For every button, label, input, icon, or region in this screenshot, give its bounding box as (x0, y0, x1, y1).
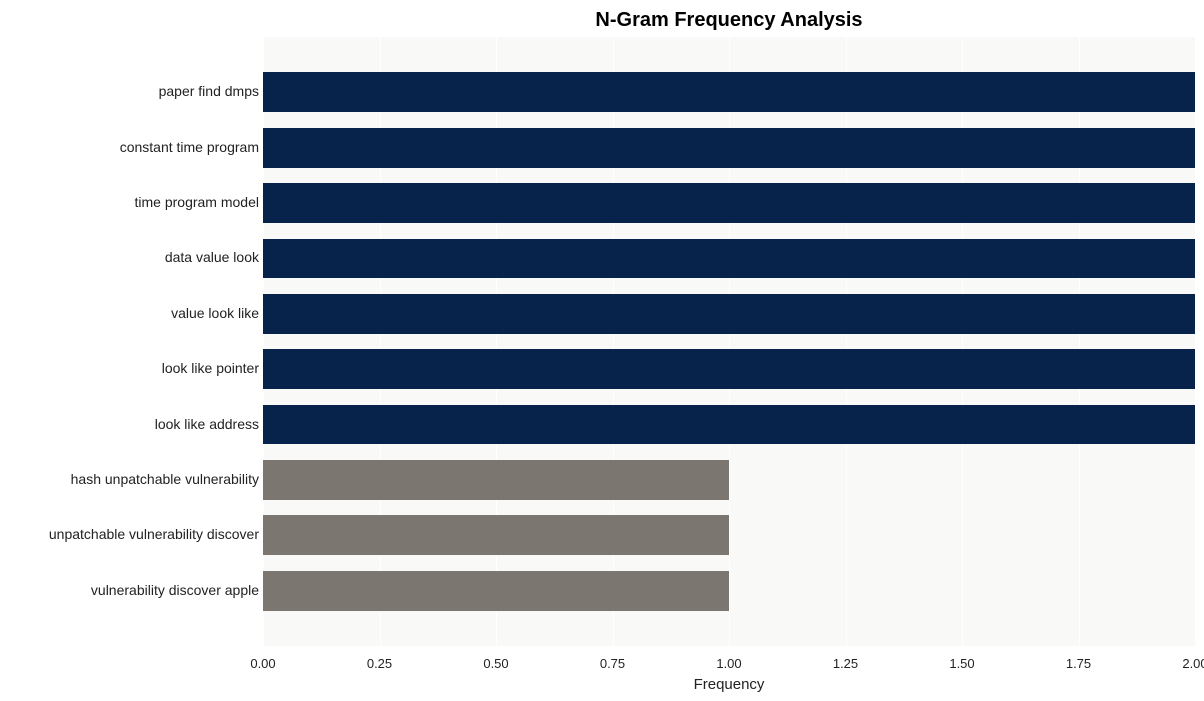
bar (263, 571, 729, 611)
bar (263, 405, 1195, 445)
y-tick-label: vulnerability discover apple (91, 582, 259, 598)
chart-title: N-Gram Frequency Analysis (263, 9, 1195, 32)
x-tick-label: 0.75 (600, 656, 625, 671)
grid-line (1195, 37, 1196, 646)
x-tick-label: 2.00 (1182, 656, 1204, 671)
y-tick-label: data value look (165, 249, 259, 265)
plot-area (263, 37, 1195, 646)
bar (263, 349, 1195, 389)
x-tick-label: 0.00 (250, 656, 275, 671)
y-tick-label: time program model (135, 194, 260, 210)
bar (263, 239, 1195, 279)
x-axis-title: Frequency (263, 676, 1195, 693)
bar (263, 128, 1195, 168)
y-tick-label: look like address (155, 416, 259, 432)
bar (263, 515, 729, 555)
bar (263, 72, 1195, 112)
y-tick-label: value look like (171, 305, 259, 321)
x-tick-label: 0.25 (367, 656, 392, 671)
bar (263, 183, 1195, 223)
x-tick-label: 1.00 (716, 656, 741, 671)
bar (263, 460, 729, 500)
bar (263, 294, 1195, 334)
x-tick-label: 1.75 (1066, 656, 1091, 671)
y-tick-label: look like pointer (162, 360, 259, 376)
y-tick-label: unpatchable vulnerability discover (49, 526, 259, 542)
y-tick-label: paper find dmps (159, 83, 259, 99)
ngram-chart: N-Gram Frequency Analysis paper find dmp… (0, 0, 1204, 701)
x-tick-label: 1.25 (833, 656, 858, 671)
x-tick-label: 0.50 (483, 656, 508, 671)
x-tick-label: 1.50 (949, 656, 974, 671)
y-tick-label: constant time program (120, 139, 259, 155)
y-tick-label: hash unpatchable vulnerability (71, 471, 259, 487)
